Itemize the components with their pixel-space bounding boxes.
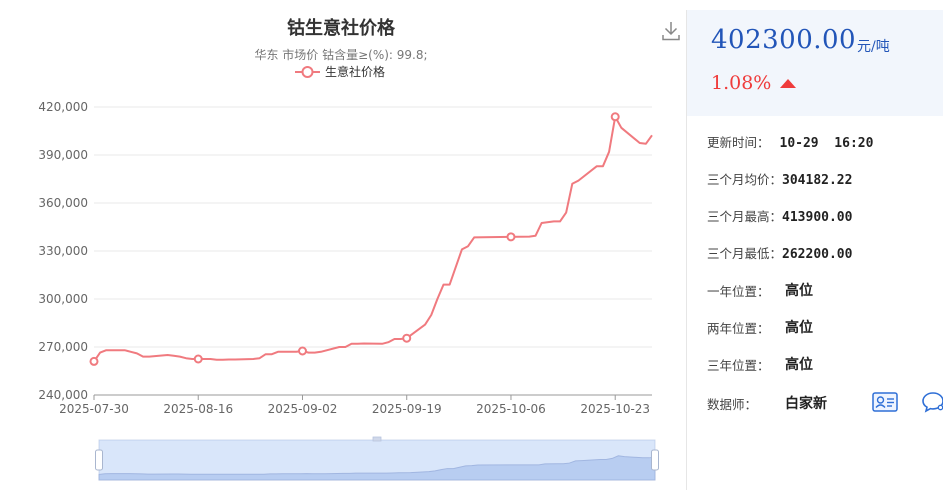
x-axis: 2025-07-30 2025-08-16 2025-09-02 2025-09-19… <box>59 394 652 416</box>
series-line <box>93 115 653 362</box>
data-point-marker <box>297 346 307 356</box>
x-tick-label: 2025-09-19 <box>372 402 442 416</box>
price-summary: 402300.00 元/吨 1.08% <box>687 10 943 116</box>
legend-label: 生意社价格 <box>325 64 385 79</box>
three-month-avg-value: 304182.22 <box>782 173 853 188</box>
one-year-position-row: 一年位置： 高位 <box>707 281 907 301</box>
update-time-value: 10-29 16:20 <box>779 136 874 151</box>
three-month-min-value: 262200.00 <box>782 247 853 262</box>
data-point-marker <box>193 354 203 364</box>
one-year-position-value: 高位 <box>785 283 813 299</box>
zoom-handle-icon[interactable] <box>95 449 103 471</box>
y-tick-label: 360,000 <box>38 196 88 210</box>
three-month-avg-label: 三个月均价： <box>707 172 783 187</box>
price-line-chart: 钴生意社价格 华东 市场价 钴含量≥(%): 99.8; 生意社价格 240,0… <box>38 17 659 481</box>
data-point-marker <box>506 232 516 242</box>
three-year-position-row: 三年位置： 高位 <box>707 355 907 375</box>
data-zoom-slider[interactable] <box>95 436 659 481</box>
y-tick-label: 270,000 <box>38 340 88 354</box>
x-tick-label: 2025-08-16 <box>163 402 233 416</box>
price-change-percent: 1.08% <box>711 72 772 94</box>
chart-title: 钴生意社价格 <box>287 17 396 39</box>
download-icon[interactable] <box>660 20 682 42</box>
three-month-max-label: 三个月最高： <box>707 209 783 224</box>
data-point-marker <box>610 112 620 122</box>
three-year-position-value: 高位 <box>785 357 813 373</box>
two-year-position-row: 两年位置： 高位 <box>707 318 907 338</box>
y-tick-label: 330,000 <box>38 244 88 258</box>
up-arrow-icon <box>780 79 796 88</box>
chat-bubble-icon[interactable] <box>921 391 943 413</box>
id-card-icon[interactable] <box>872 392 898 412</box>
chart-panel: 钴生意社价格 华东 市场价 钴含量≥(%): 99.8; 生意社价格 240,0… <box>4 10 684 490</box>
chart-subtitle: 华东 市场价 钴含量≥(%): 99.8; <box>254 47 427 62</box>
analyst-label: 数据师： <box>707 397 758 412</box>
x-tick-label: 2025-09-02 <box>268 402 338 416</box>
zoom-selected-range <box>99 440 655 480</box>
three-year-position-label: 三年位置： <box>707 358 770 373</box>
three-month-min-row: 三个月最低：262200.00 <box>707 243 852 263</box>
y-tick-label: 300,000 <box>38 292 88 306</box>
two-year-position-value: 高位 <box>785 320 813 336</box>
data-point-marker <box>89 356 99 366</box>
x-tick-label: 2025-10-06 <box>476 402 546 416</box>
x-tick-label: 2025-07-30 <box>59 402 129 416</box>
update-time-row: 更新时间： 10-29 16:20 <box>707 132 873 152</box>
analyst-row: 数据师： 白家新 <box>707 391 943 414</box>
series-markers <box>89 112 620 366</box>
two-year-position-label: 两年位置： <box>707 321 770 336</box>
price-series-line <box>93 115 653 362</box>
grid-lines <box>94 106 652 396</box>
legend-marker-icon <box>301 66 314 78</box>
one-year-position-label: 一年位置： <box>707 284 770 299</box>
zoom-move-handle-icon <box>372 436 382 442</box>
y-tick-label: 420,000 <box>38 100 88 114</box>
y-axis: 240,000 270,000 300,000 330,000 360,000 390,0… <box>38 100 88 402</box>
x-tick-label: 2025-10-23 <box>580 402 650 416</box>
analyst-name: 白家新 <box>785 396 827 412</box>
zoom-handle-icon[interactable] <box>651 449 659 471</box>
y-tick-label: 240,000 <box>38 388 88 402</box>
three-month-avg-row: 三个月均价：304182.22 <box>707 169 852 189</box>
zoom-preview-area <box>98 455 656 481</box>
three-month-max-row: 三个月最高：413900.00 <box>707 206 852 226</box>
y-tick-label: 390,000 <box>38 148 88 162</box>
three-month-max-value: 413900.00 <box>782 210 853 225</box>
update-time-label: 更新时间： <box>707 135 770 150</box>
data-point-marker <box>402 333 412 343</box>
current-price: 402300.00 <box>711 25 857 55</box>
chart-legend[interactable]: 生意社价格 <box>295 64 385 79</box>
price-unit: 元/吨 <box>857 39 890 55</box>
three-month-min-label: 三个月最低： <box>707 246 783 261</box>
info-panel: 402300.00 元/吨 1.08% 更新时间： 10-29 16:20 三个… <box>686 10 943 490</box>
